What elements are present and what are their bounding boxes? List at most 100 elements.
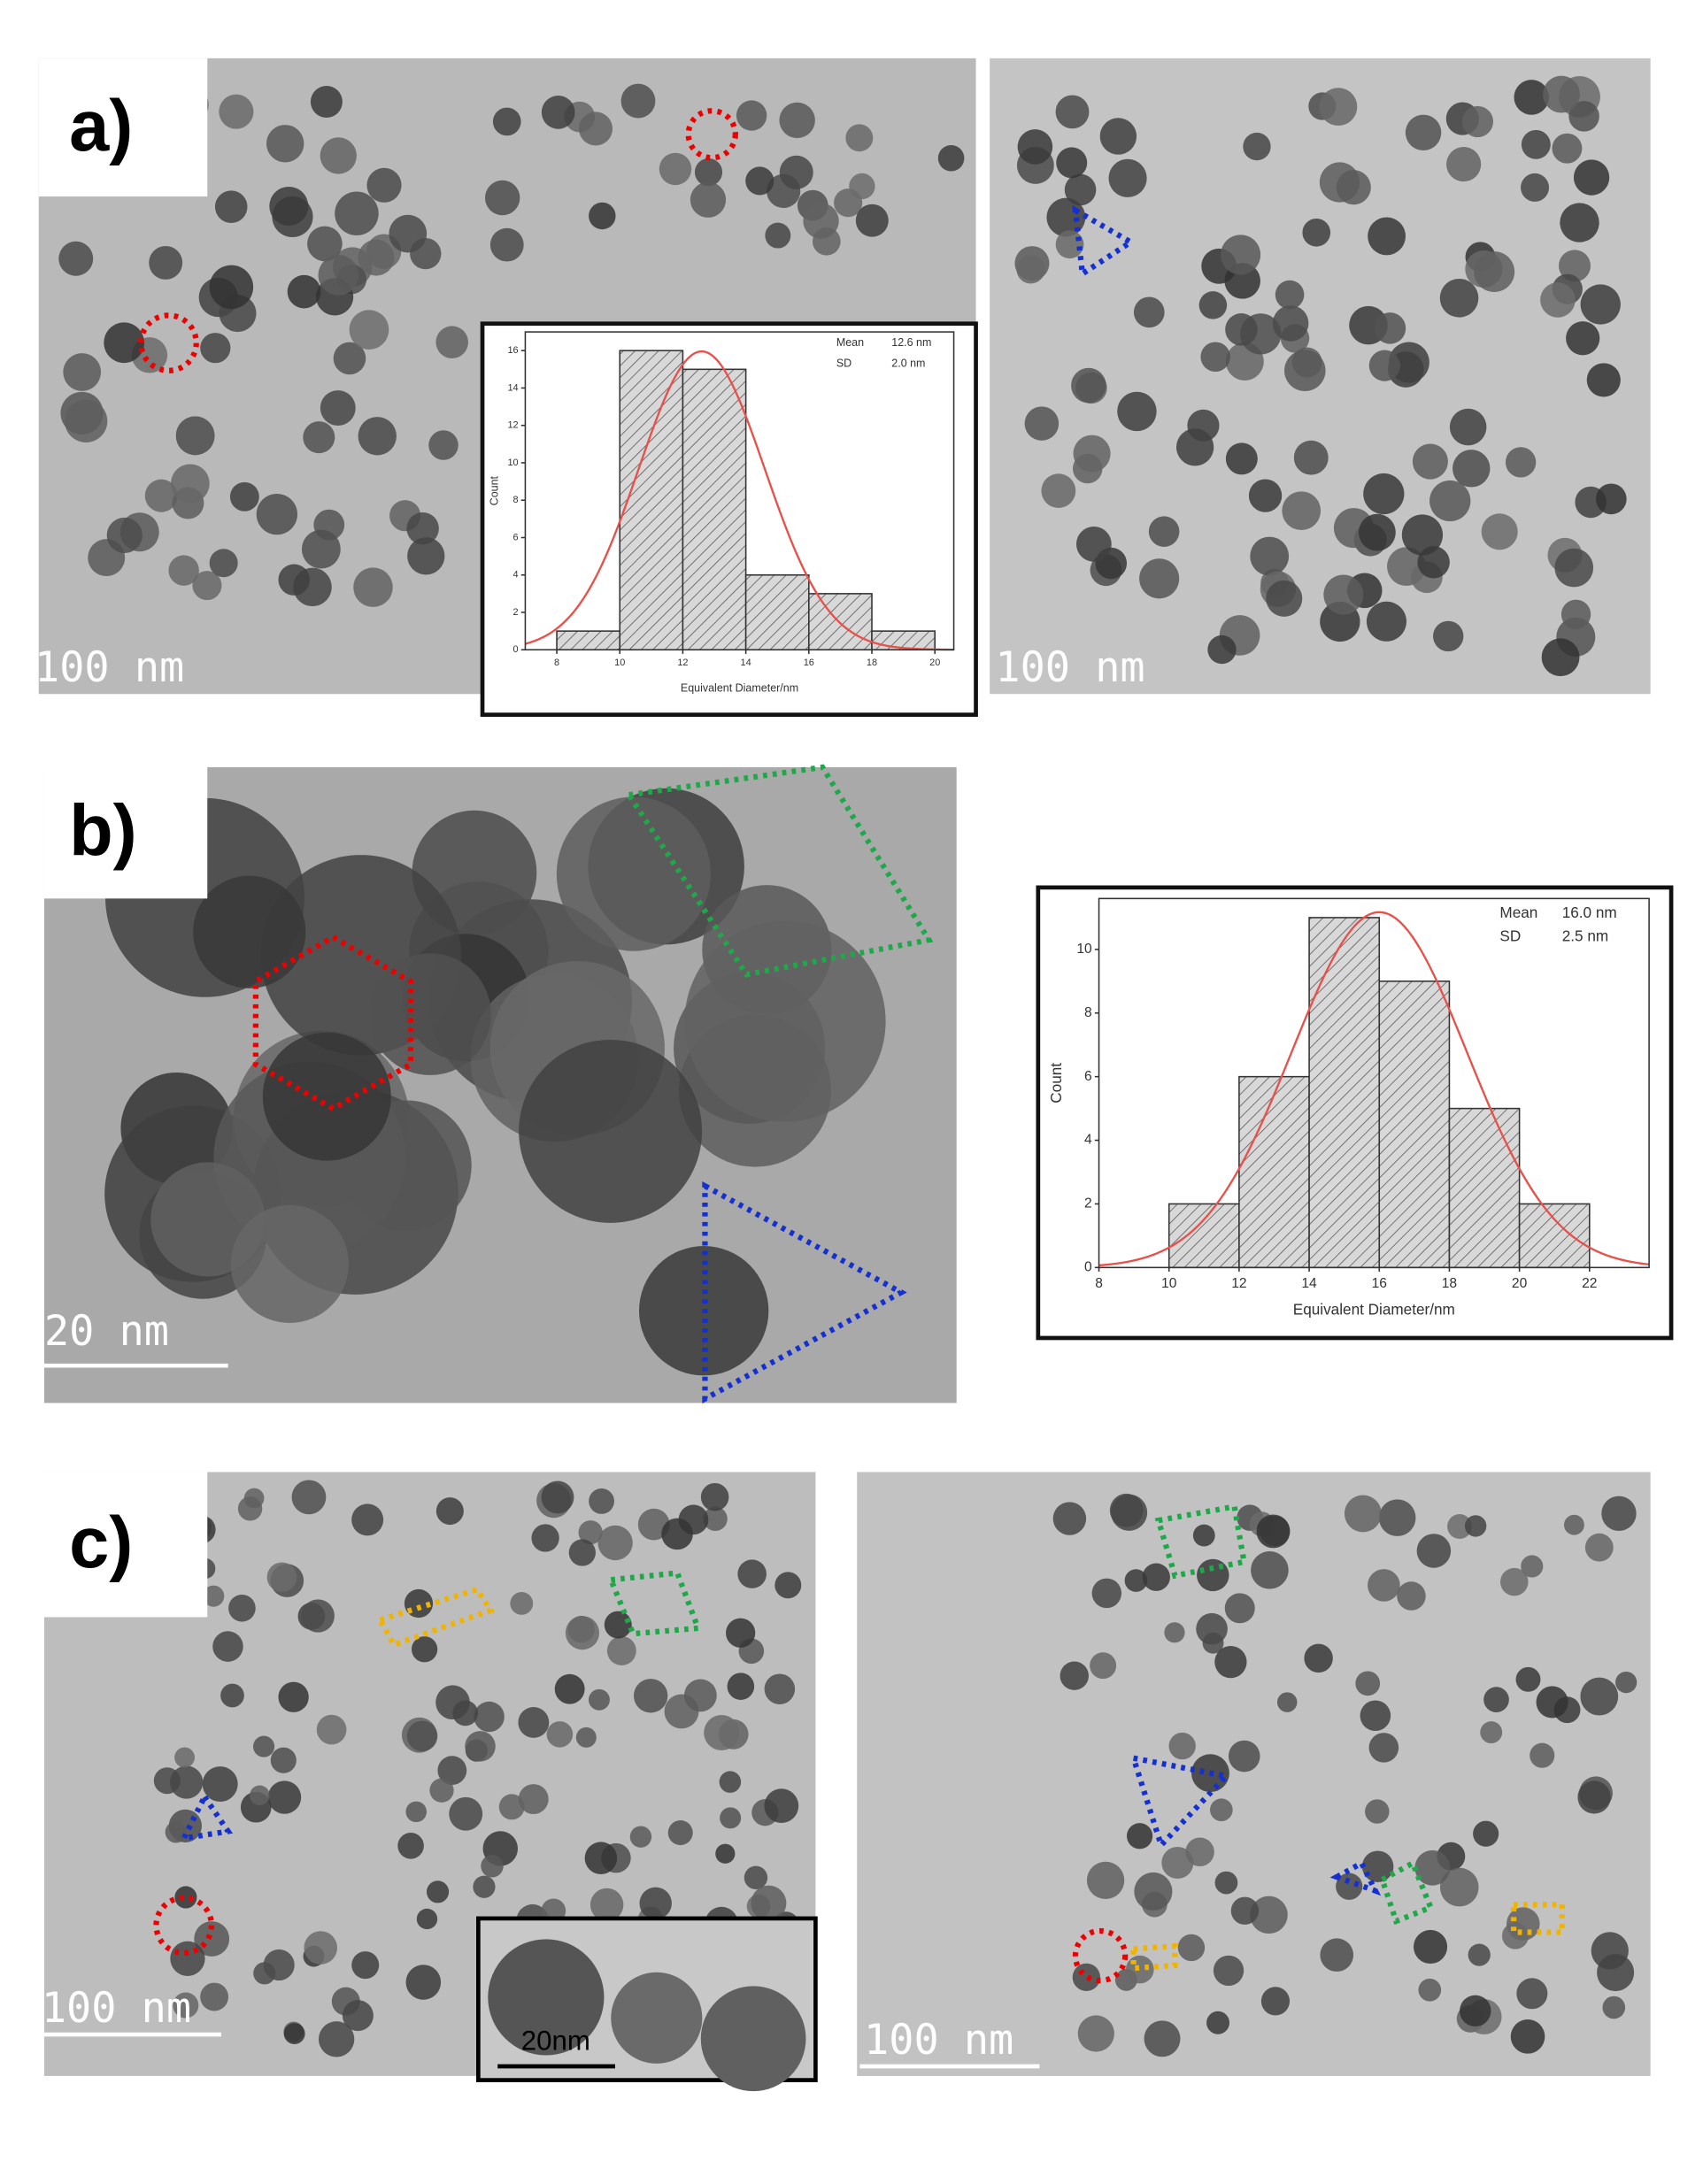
particle [1319, 88, 1358, 127]
outline [252, 934, 413, 1112]
particle [194, 1921, 230, 1957]
particle [720, 1807, 742, 1829]
outline [179, 1791, 234, 1842]
particle [1196, 1612, 1228, 1645]
particle [1505, 447, 1537, 478]
particle [106, 517, 143, 554]
particle [174, 1747, 196, 1768]
x-tick-label: 8 [554, 658, 559, 668]
particle [1401, 514, 1444, 556]
particle [1293, 440, 1329, 475]
particle [416, 1908, 438, 1930]
particle [1091, 1578, 1122, 1609]
particle [498, 1794, 525, 1820]
inset-scale-label: 20nm [521, 2026, 590, 2057]
particle [333, 342, 366, 375]
particle [1560, 599, 1591, 629]
axes-frame [1098, 897, 1650, 1269]
stat-value: 12.6 nm [891, 336, 931, 349]
particle [1461, 105, 1494, 138]
fit-curve [1098, 911, 1650, 1267]
particle [1073, 434, 1111, 473]
particle [473, 1875, 496, 1898]
particle [1416, 1534, 1452, 1568]
particle [727, 1673, 755, 1700]
particle [1276, 1692, 1298, 1712]
particle [1521, 129, 1551, 159]
outline [1378, 1859, 1435, 1926]
particle [174, 1886, 197, 1909]
y-tick-label: 6 [1084, 1069, 1092, 1084]
particle [1447, 1514, 1472, 1539]
particle [1414, 1849, 1451, 1886]
particle [1468, 1943, 1491, 1966]
x-tick-label: 10 [614, 658, 625, 668]
particle [589, 202, 616, 230]
particle [1127, 1823, 1153, 1849]
particle [1514, 80, 1550, 115]
particle [578, 112, 613, 146]
particle [1566, 321, 1600, 356]
particle [267, 1780, 302, 1814]
particle [437, 1756, 467, 1785]
axes-frame [524, 331, 955, 651]
particle [252, 1735, 275, 1757]
particle [1213, 1955, 1244, 1987]
particle [351, 1951, 380, 1980]
y-tick-label: 0 [1084, 1259, 1092, 1274]
particle [1460, 1995, 1491, 2027]
particle [751, 1885, 787, 1921]
outline [153, 1895, 215, 1957]
particle [690, 181, 727, 218]
y-tick-label: 4 [513, 570, 519, 581]
particle [1224, 1593, 1255, 1624]
particle [1230, 1896, 1260, 1925]
particle [1355, 1671, 1381, 1696]
particle [1480, 1721, 1503, 1744]
x-axis-label: Equivalent Diameter/nm [681, 681, 798, 694]
particle [1148, 516, 1180, 547]
particle [1414, 1929, 1448, 1965]
particle [266, 125, 304, 163]
particle [1248, 479, 1283, 512]
y-tick-label: 2 [513, 607, 519, 618]
particle [1108, 158, 1147, 197]
outline [702, 1180, 907, 1403]
particle [1515, 1666, 1541, 1692]
particle [1615, 1671, 1638, 1694]
particle [855, 204, 889, 237]
particle [301, 529, 341, 569]
particle [173, 1992, 199, 2019]
particle [1177, 1934, 1206, 1962]
y-tick-label: 8 [513, 495, 519, 505]
particle [407, 537, 445, 575]
particle [1134, 1872, 1173, 1911]
particle [1192, 1524, 1215, 1547]
particle [262, 1032, 391, 1161]
particle [291, 1480, 327, 1515]
stat-name: SD [1499, 927, 1521, 945]
particle [849, 173, 875, 200]
particle [803, 203, 839, 239]
particle [1446, 147, 1482, 182]
particle [1554, 548, 1594, 588]
particle [556, 796, 711, 951]
label-cutout [43, 767, 208, 899]
particle [1282, 491, 1322, 531]
y-tick-label: 6 [513, 532, 519, 542]
particle [316, 1714, 347, 1745]
particle [1521, 173, 1550, 202]
particle [1198, 291, 1228, 319]
particle [744, 1865, 768, 1890]
scale-bar-label: 100 nm [42, 1985, 191, 2033]
x-tick-label: 10 [1161, 1276, 1177, 1291]
particle [1304, 1643, 1333, 1673]
particle [202, 1766, 238, 1802]
particle [737, 1559, 767, 1588]
x-tick-label: 16 [804, 658, 814, 668]
particle [1250, 1896, 1288, 1934]
particle [369, 953, 491, 1075]
particle [1161, 1846, 1194, 1879]
x-tick-label: 20 [929, 658, 940, 668]
